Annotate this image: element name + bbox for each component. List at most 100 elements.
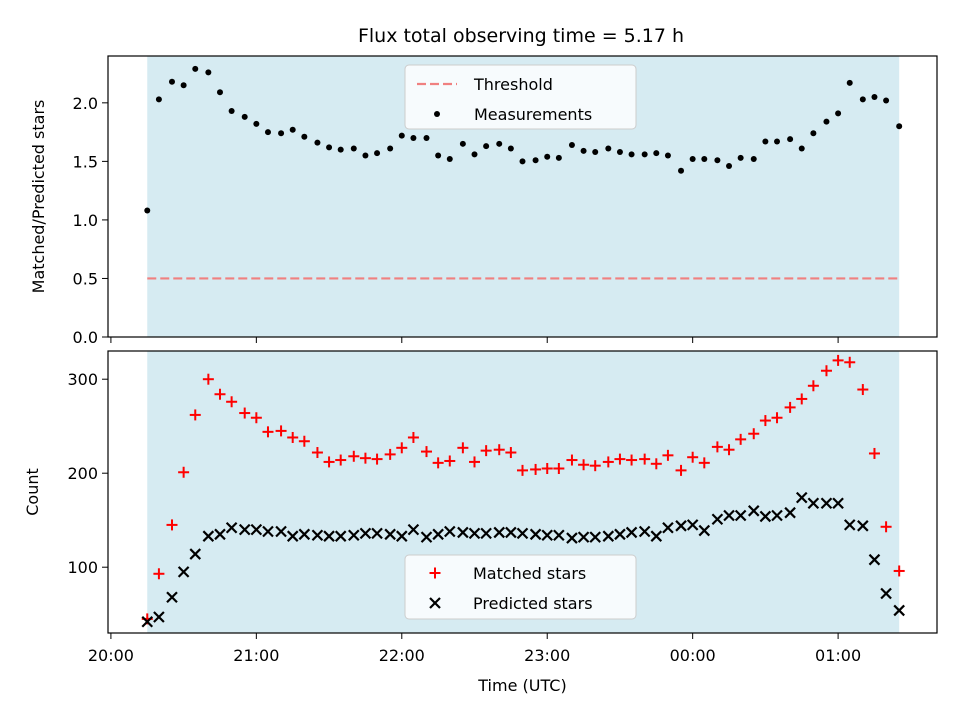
measurement-point [289, 126, 296, 133]
matched-star-point [323, 456, 335, 468]
matched-star-point [759, 415, 771, 427]
measurement-point [689, 156, 696, 163]
count-y-tick-label: 300 [67, 370, 98, 389]
predicted-star-point [275, 525, 287, 538]
measurement-point [544, 153, 551, 160]
matched-star-point [553, 463, 565, 474]
matched-star-point [335, 454, 347, 466]
legend-measurements-label: Measurements [474, 105, 592, 124]
predicted-star-point [141, 615, 154, 628]
predicted-star-point [493, 526, 506, 539]
legend-matched-swatch [429, 567, 441, 579]
matched-star-point [880, 521, 892, 533]
legend-threshold-label: Threshold [473, 75, 553, 94]
predicted-star-point [638, 525, 651, 538]
matched-star-point [517, 464, 528, 476]
measurement-point [507, 145, 514, 152]
predicted-star-point [759, 510, 772, 523]
predicted-star-point [516, 527, 529, 540]
matched-star-point [796, 393, 808, 405]
x-axis-label: Time (UTC) [477, 676, 566, 695]
predicted-star-point [371, 527, 383, 540]
matched-star-point [675, 464, 687, 476]
matched-star-point [432, 457, 444, 469]
ratio-y-tick-label: 1.5 [73, 152, 98, 171]
matched-star-point [457, 442, 469, 454]
measurement-point [628, 151, 635, 158]
predicted-star-point [625, 526, 638, 539]
measurement-point [205, 69, 212, 76]
ratio-panel: 0.00.51.01.52.0 Matched/Predicted stars … [29, 55, 938, 347]
predicted-star-point [177, 566, 190, 578]
predicted-star-point [166, 591, 178, 604]
measurement-point [592, 149, 599, 156]
measurement-point [350, 145, 357, 152]
measurement-point [714, 157, 721, 164]
count-y-tick-label: 200 [67, 464, 98, 483]
measurement-point [810, 130, 817, 137]
matched-star-point [723, 444, 735, 456]
matched-star-point [820, 365, 832, 377]
predicted-star-point [893, 604, 905, 617]
measurement-point [798, 145, 805, 152]
matched-star-point [262, 426, 274, 438]
count-y-tick-label: 100 [67, 558, 98, 577]
predicted-star-point [734, 509, 747, 522]
time-x-tick-label: 00:00 [670, 646, 716, 665]
predicted-star-point [711, 513, 724, 526]
measurement-point [374, 150, 381, 157]
matched-star-point [359, 452, 371, 464]
matched-star-point [541, 463, 553, 474]
measurement-points [144, 65, 903, 214]
predicted-star-point [529, 528, 542, 541]
matched-star-point [407, 431, 419, 443]
predicted-star-point [832, 497, 844, 510]
predicted-star-point [614, 528, 626, 541]
measurement-point [446, 156, 453, 163]
measurement-point [532, 157, 539, 164]
ratio-y-tick-label: 0.0 [73, 328, 98, 347]
measurement-point [641, 151, 648, 158]
chart-title: Flux total observing time = 5.17 h [358, 25, 684, 47]
matched-star-point [893, 565, 905, 577]
matched-star-point [602, 456, 614, 468]
matched-star-point [202, 373, 214, 385]
predicted-stars-points [141, 491, 905, 628]
predicted-star-point [286, 530, 299, 542]
matched-star-point [868, 447, 880, 459]
matched-star-point [493, 444, 505, 456]
matched-star-point [444, 455, 456, 467]
measurement-point [471, 151, 478, 158]
measurement-point [678, 167, 685, 174]
predicted-star-point [262, 525, 274, 538]
count-y-axis-label: Count [23, 468, 42, 516]
predicted-star-point [686, 519, 699, 531]
time-x-tick-label: 22:00 [379, 646, 425, 665]
count-legend: Matched stars Predicted stars [404, 554, 637, 620]
measurement-point [568, 141, 575, 148]
measurement-point [168, 78, 175, 85]
matched-star-point [687, 451, 699, 463]
predicted-star-point [359, 527, 372, 540]
predicted-star-point [868, 553, 881, 566]
predicted-star-point [153, 611, 165, 623]
predicted-star-point [577, 531, 590, 543]
measurement-point [519, 158, 526, 165]
ratio-legend-box [404, 64, 637, 130]
matched-star-point [662, 449, 674, 461]
predicted-star-point [857, 520, 869, 532]
measurement-point [155, 96, 162, 103]
measurement-point [653, 150, 660, 157]
measurement-point [264, 129, 271, 136]
predicted-star-point [747, 505, 760, 517]
matched-star-point [178, 466, 190, 478]
matched-star-point [566, 454, 578, 466]
matched-star-point [844, 356, 856, 368]
predicted-star-point [566, 532, 578, 544]
measurement-point [701, 156, 708, 163]
ratio-y-axis: 0.0 0.5 1.0 1.5 2.0 [73, 94, 108, 347]
measurement-point [496, 140, 503, 147]
measurement-point [435, 152, 442, 159]
measurement-point [737, 154, 744, 161]
time-x-axis: 20:00 21:00 22:00 23:00 00:00 01:00 [88, 633, 861, 665]
